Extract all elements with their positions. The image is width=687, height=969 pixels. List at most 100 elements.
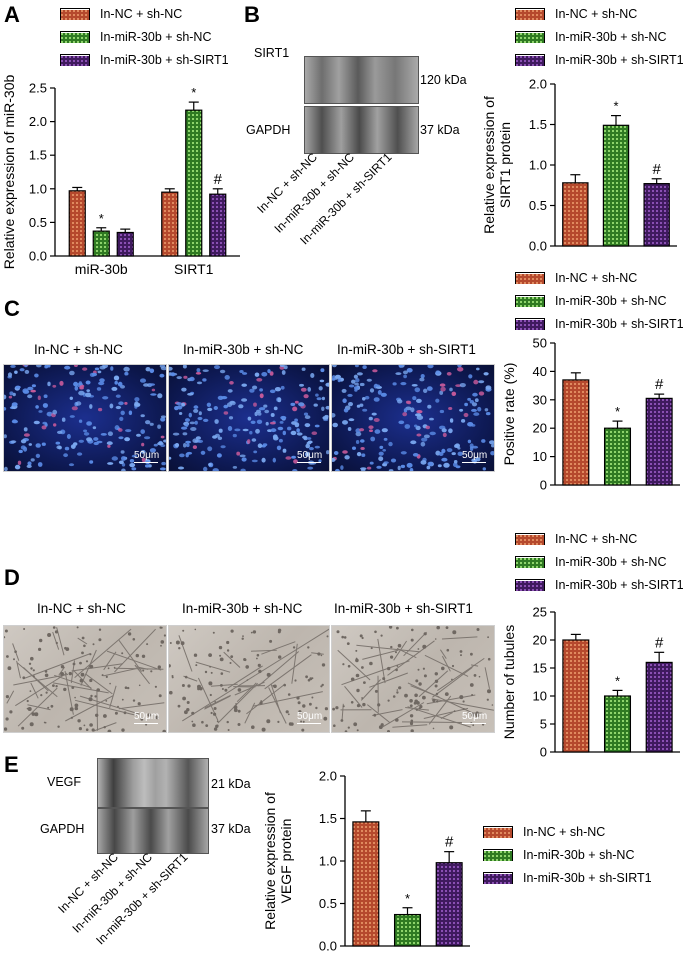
- chart-b: 0.0 0.5 1.0 1.5 2.0 Relative expression of SIR…: [481, 77, 677, 254]
- y-axis-label: Relative expression of: [481, 96, 497, 234]
- legend-label: In-NC + sh-NC: [555, 6, 638, 21]
- scale-label: 50μm: [462, 711, 488, 722]
- tube-formation-image: 50μm: [168, 625, 330, 733]
- significance-mark: #: [655, 376, 664, 393]
- y-axis-label: Positive rate (%): [501, 363, 517, 466]
- tube-formation-image: 50μm: [331, 625, 495, 733]
- bar: [643, 183, 670, 247]
- y-tick-label: 1.5: [529, 117, 547, 132]
- legend-swatch: [515, 294, 545, 307]
- legend-item: In-NC + sh-NC: [515, 527, 684, 550]
- blot-gapdh: [304, 106, 419, 154]
- chart-e: 0.0 0.5 1.0 1.5 2.0 Relative expression ofVEG…: [265, 769, 470, 954]
- scale-bar: [462, 723, 486, 724]
- bar: [209, 193, 227, 257]
- y-tick-label: 40: [533, 364, 547, 379]
- bar: [185, 109, 203, 257]
- scale-bar: [297, 723, 321, 724]
- legend-label: In-miR-30b + sh-SIRT1: [100, 52, 229, 67]
- fluorescence-image: 50μm: [331, 364, 495, 472]
- bar: [161, 191, 179, 257]
- y-tick-label: 10: [533, 689, 547, 704]
- micro-caption: In-NC + sh-NC: [37, 601, 126, 616]
- scale-bar: [134, 462, 158, 463]
- significance-mark: *: [99, 211, 104, 226]
- legend-item: In-miR-30b + sh-SIRT1: [515, 312, 684, 335]
- y-tick-label: 50: [533, 336, 547, 351]
- legend-item: In-NC + sh-NC: [60, 2, 229, 25]
- blot-vegf: [97, 758, 209, 808]
- legend-label: In-NC + sh-NC: [100, 6, 183, 21]
- micro-caption: In-miR-30b + sh-NC: [183, 342, 304, 357]
- legend-item: In-NC + sh-NC: [483, 820, 652, 843]
- legend-swatch: [60, 53, 90, 66]
- panel-label-c: C: [4, 296, 20, 321]
- blot-label-gapdh: GAPDH: [40, 822, 85, 836]
- y-tick-label: 0.5: [319, 896, 337, 911]
- kda-label: 21 kDa: [211, 777, 251, 791]
- legend-swatch: [515, 317, 545, 330]
- y-tick-label: 1.0: [319, 854, 337, 869]
- nuclei-texture: [169, 365, 329, 471]
- y-tick-label: 30: [533, 392, 547, 407]
- legend-label: In-miR-30b + sh-SIRT1: [555, 316, 684, 331]
- legend-item: In-miR-30b + sh-SIRT1: [483, 866, 652, 889]
- y-axis-label: Relative expression of miR-30b: [1, 75, 17, 270]
- legend-label: In-miR-30b + sh-SIRT1: [555, 577, 684, 592]
- fluorescence-image: 50μm: [168, 364, 330, 472]
- bar: [645, 397, 673, 486]
- legend-label: In-miR-30b + sh-NC: [523, 847, 635, 862]
- scale-bar: [134, 723, 158, 724]
- legend-label: In-miR-30b + sh-NC: [555, 293, 667, 308]
- legend-label: In-miR-30b + sh-NC: [555, 554, 667, 569]
- bar: [435, 862, 463, 947]
- bar: [393, 913, 422, 947]
- blot-label-vegf: VEGF: [47, 775, 82, 789]
- y-tick-label: 0.5: [529, 198, 547, 213]
- chart-c: 0 10 20 30 40 50 Positive rate (%) * #: [501, 336, 680, 493]
- significance-mark: *: [615, 673, 620, 688]
- significance-mark: *: [405, 891, 410, 906]
- bar: [562, 379, 590, 486]
- significance-mark: #: [652, 161, 661, 178]
- bar: [562, 182, 589, 247]
- tubule-texture: [4, 626, 166, 732]
- y-tick-label: 1.0: [529, 158, 547, 173]
- chart-d: 0 5 10 15 20 25 Number of tubules * #: [501, 605, 680, 760]
- legend-item: In-miR-30b + sh-NC: [515, 289, 684, 312]
- legend-item: In-miR-30b + sh-NC: [483, 843, 652, 866]
- significance-mark: #: [445, 834, 454, 851]
- fluorescence-image: 50μm: [3, 364, 167, 472]
- legend-a: In-NC + sh-NC In-miR-30b + sh-NC In-miR-…: [60, 2, 229, 71]
- legend-e: In-NC + sh-NC In-miR-30b + sh-NC In-miR-…: [483, 820, 652, 889]
- micro-caption: In-miR-30b + sh-SIRT1: [337, 342, 476, 357]
- y-tick-label: 2.0: [29, 114, 47, 129]
- legend-item: In-miR-30b + sh-NC: [515, 550, 684, 573]
- legend-label: In-NC + sh-NC: [555, 270, 638, 285]
- tubule-texture: [332, 626, 494, 732]
- y-axis-label: Number of tubules: [501, 625, 517, 739]
- legend-c: In-NC + sh-NC In-miR-30b + sh-NC In-miR-…: [515, 266, 684, 335]
- y-tick-label: 0.0: [29, 249, 47, 264]
- significance-mark: #: [214, 171, 223, 188]
- legend-d: In-NC + sh-NC In-miR-30b + sh-NC In-miR-…: [515, 527, 684, 596]
- legend-b: In-NC + sh-NC In-miR-30b + sh-NC In-miR-…: [515, 2, 684, 71]
- legend-label: In-miR-30b + sh-NC: [555, 29, 667, 44]
- bar: [68, 190, 86, 257]
- y-tick-label: 0.0: [529, 239, 547, 254]
- legend-item: In-NC + sh-NC: [515, 266, 684, 289]
- legend-label: In-NC + sh-NC: [555, 531, 638, 546]
- y-tick-label: 25: [533, 605, 547, 620]
- scale-label: 50μm: [462, 450, 488, 461]
- legend-item: In-miR-30b + sh-SIRT1: [515, 573, 684, 596]
- panel-label-e: E: [4, 752, 19, 777]
- legend-item: In-miR-30b + sh-NC: [60, 25, 229, 48]
- blot-sirt1: [304, 56, 419, 104]
- y-tick-label: 10: [533, 449, 547, 464]
- blot-label-sirt1: SIRT1: [254, 46, 290, 60]
- x-tick-label: miR-30b: [75, 261, 128, 277]
- panel-label-b: B: [244, 2, 260, 27]
- bar: [603, 695, 632, 753]
- y-tick-label: 2.0: [529, 77, 547, 92]
- legend-item: In-NC + sh-NC: [515, 2, 684, 25]
